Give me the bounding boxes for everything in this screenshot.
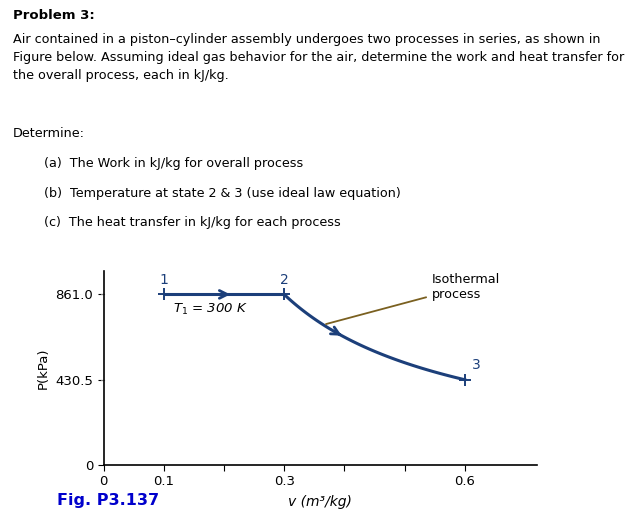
X-axis label: v (m³/kg): v (m³/kg) [288,495,352,509]
Y-axis label: P(kPa): P(kPa) [37,347,50,389]
Text: 3: 3 [472,358,480,372]
Text: Air contained in a piston–cylinder assembly undergoes two processes in series, a: Air contained in a piston–cylinder assem… [13,33,624,82]
Text: 2: 2 [280,273,288,287]
Text: 1: 1 [160,273,168,287]
Text: Determine:: Determine: [13,127,85,141]
Text: Isothermal
process: Isothermal process [326,273,500,324]
Text: (b)  Temperature at state 2 & 3 (use ideal law equation): (b) Temperature at state 2 & 3 (use idea… [44,187,401,200]
Text: $T_1$ = 300 K: $T_1$ = 300 K [173,302,248,317]
Text: (a)  The Work in kJ/kg for overall process: (a) The Work in kJ/kg for overall proces… [44,157,303,170]
Text: Problem 3:: Problem 3: [13,9,94,22]
Text: Fig. P3.137: Fig. P3.137 [57,494,159,508]
Text: (c)  The heat transfer in kJ/kg for each process: (c) The heat transfer in kJ/kg for each … [44,216,341,229]
